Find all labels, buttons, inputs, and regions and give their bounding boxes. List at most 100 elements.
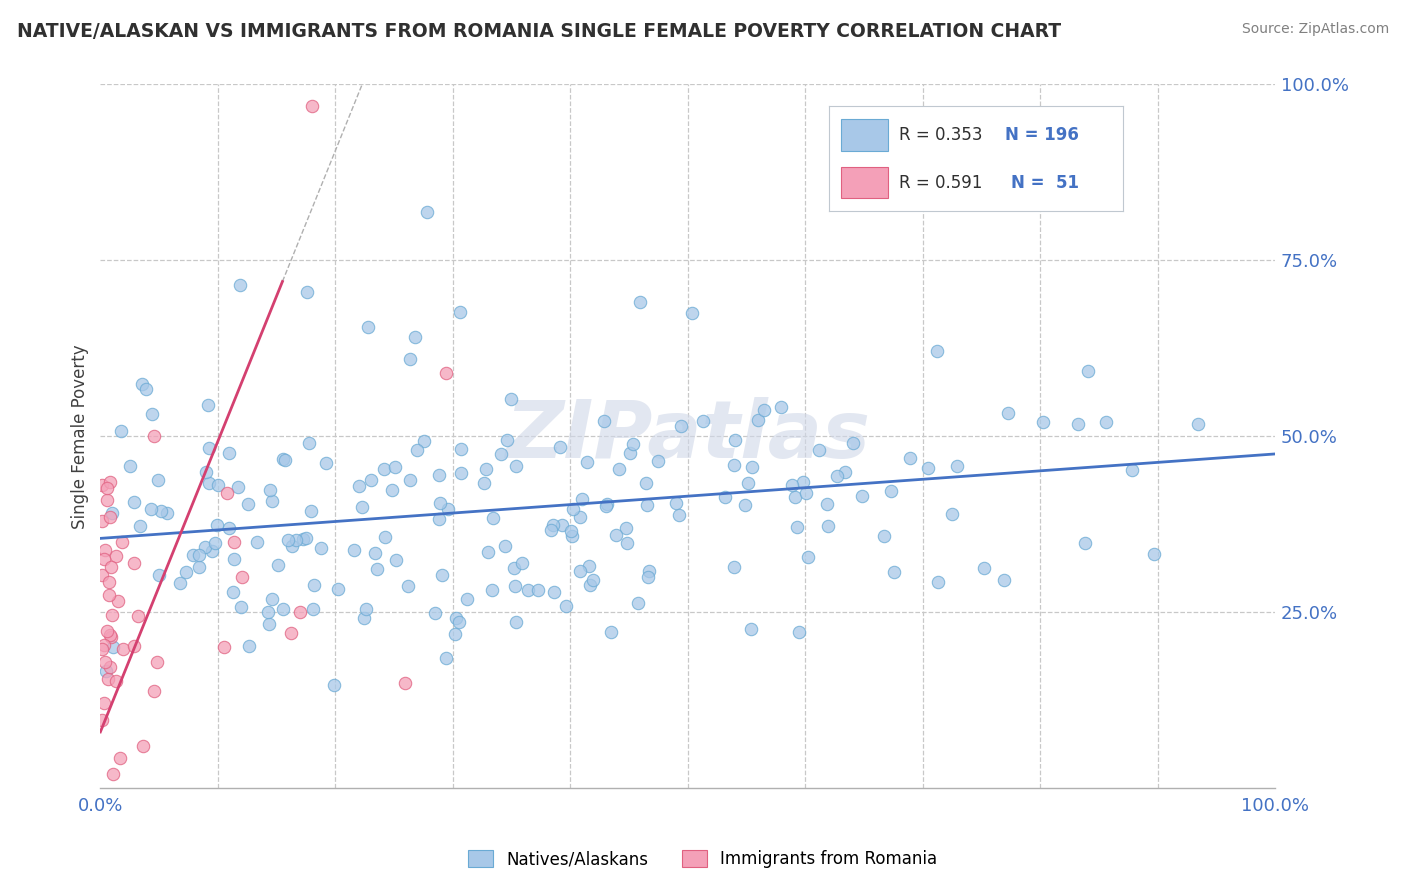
Point	[93, 552, 115, 566]
Point	[96, 624, 118, 639]
Point	[619, 446, 641, 460]
Point	[450, 467, 472, 481]
Point	[277, 533, 299, 548]
Point	[122, 557, 145, 571]
Point	[842, 435, 865, 450]
Point	[122, 495, 145, 509]
Point	[381, 483, 404, 497]
Point	[456, 592, 478, 607]
Point	[489, 447, 512, 461]
Point	[94, 542, 117, 557]
Point	[432, 568, 454, 582]
Point	[517, 583, 540, 598]
Point	[783, 490, 806, 504]
Point	[475, 461, 498, 475]
Point	[494, 540, 516, 554]
Point	[399, 351, 422, 366]
Point	[127, 608, 149, 623]
Point	[482, 511, 505, 525]
Point	[111, 534, 134, 549]
Point	[1067, 417, 1090, 432]
Point	[174, 566, 197, 580]
Point	[352, 500, 374, 514]
Point	[578, 558, 600, 573]
Point	[817, 519, 839, 533]
Point	[503, 561, 526, 575]
Point	[198, 476, 221, 491]
Point	[357, 319, 380, 334]
Point	[228, 277, 250, 292]
Point	[222, 535, 245, 549]
Point	[271, 452, 294, 467]
Point	[447, 615, 470, 629]
Point	[373, 462, 395, 476]
Point	[692, 414, 714, 428]
Point	[582, 573, 605, 587]
Point	[384, 460, 406, 475]
Point	[560, 528, 582, 542]
Point	[446, 610, 468, 624]
Point	[103, 640, 125, 654]
Point	[437, 501, 460, 516]
Point	[143, 683, 166, 698]
Point	[579, 578, 602, 592]
Point	[217, 485, 239, 500]
Point	[444, 627, 467, 641]
Point	[349, 479, 371, 493]
Point	[917, 461, 939, 475]
Point	[1121, 463, 1143, 477]
Point	[100, 560, 122, 574]
Point	[477, 544, 499, 558]
Point	[145, 655, 167, 669]
Point	[394, 675, 416, 690]
Point	[194, 540, 217, 554]
Point	[301, 98, 323, 112]
Point	[271, 602, 294, 616]
Point	[851, 489, 873, 503]
Point	[449, 304, 471, 318]
Point	[883, 565, 905, 579]
Point	[605, 528, 627, 542]
Point	[946, 458, 969, 473]
Point	[366, 562, 388, 576]
Point	[723, 458, 745, 472]
Point	[91, 478, 114, 492]
Point	[141, 501, 163, 516]
Point	[385, 553, 408, 567]
Point	[315, 456, 337, 470]
Point	[669, 419, 692, 434]
Point	[188, 559, 211, 574]
Point	[404, 329, 426, 343]
Point	[128, 519, 150, 533]
Point	[434, 651, 457, 665]
Point	[416, 204, 439, 219]
Point	[288, 605, 311, 619]
Point	[616, 535, 638, 549]
Point	[560, 524, 582, 538]
Point	[100, 630, 122, 644]
Point	[787, 625, 810, 640]
Point	[399, 473, 422, 487]
Point	[256, 605, 278, 619]
Point	[103, 766, 125, 780]
Point	[724, 434, 747, 448]
Point	[1143, 547, 1166, 561]
Point	[637, 569, 659, 583]
Point	[364, 546, 387, 560]
Point	[554, 599, 576, 613]
Point	[505, 615, 527, 629]
Point	[503, 579, 526, 593]
Point	[472, 475, 495, 490]
Point	[342, 542, 364, 557]
Point	[429, 512, 451, 526]
Point	[188, 548, 211, 562]
Point	[353, 610, 375, 624]
Point	[499, 392, 522, 407]
Point	[1031, 415, 1053, 429]
Point	[267, 558, 290, 572]
Point	[374, 530, 396, 544]
Point	[737, 475, 759, 490]
Point	[112, 642, 135, 657]
Point	[429, 495, 451, 509]
Point	[834, 465, 856, 479]
